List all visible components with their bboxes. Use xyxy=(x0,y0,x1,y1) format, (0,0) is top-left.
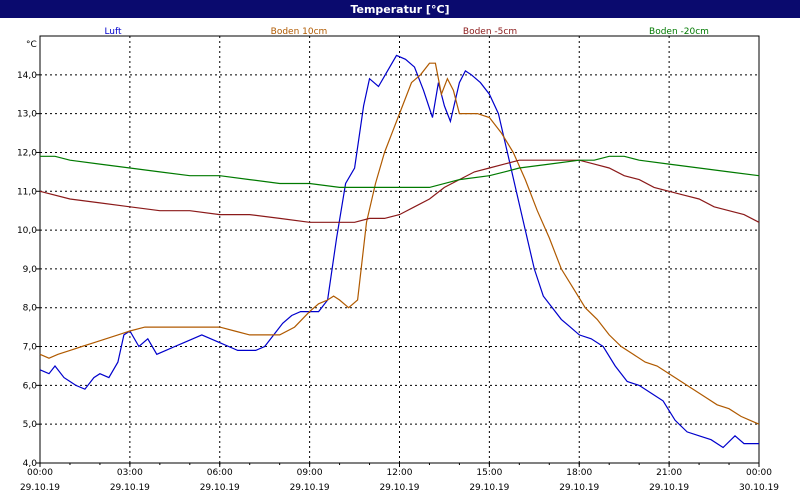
x-tick-date: 30.10.19 xyxy=(739,483,779,493)
series-line-boden-20cm xyxy=(40,155,760,188)
y-tick-label: 7,0 xyxy=(23,343,38,353)
x-tick-date: 29.10.19 xyxy=(559,483,599,493)
series-lines xyxy=(39,54,760,449)
x-tick-time: 06:00 xyxy=(207,468,233,478)
x-tick-time: 00:00 xyxy=(746,468,772,478)
legend-item: Boden 10cm xyxy=(271,27,328,37)
y-tick-label: 9,0 xyxy=(23,265,38,275)
temperature-chart: 4,0 5,0 6,0 7,0 8,0 9,0 10,0 11,0 12,0 13,0 14,0 00… xyxy=(17,27,779,493)
y-tick-label: 12,0 xyxy=(17,148,37,158)
legend-item: Boden -5cm xyxy=(463,27,517,37)
x-tick-date: 29.10.19 xyxy=(20,483,60,493)
y-tick-label: 11,0 xyxy=(17,187,37,197)
x-tick-date: 29.10.19 xyxy=(200,483,240,493)
x-tick-time: 12:00 xyxy=(387,468,413,478)
chart-title-bar: Temperatur [°C] xyxy=(0,0,800,18)
x-tick-date: 29.10.19 xyxy=(290,483,330,493)
series-line-luft xyxy=(39,54,759,449)
y-axis-unit: °C xyxy=(26,40,37,50)
plot-border xyxy=(39,35,760,464)
y-tick-label: 5,0 xyxy=(23,420,38,430)
x-tick-time: 18:00 xyxy=(566,468,592,478)
x-tick-date: 29.10.19 xyxy=(469,483,509,493)
chart-title: Temperatur [°C] xyxy=(350,2,450,16)
axes: 4,0 5,0 6,0 7,0 8,0 9,0 10,0 11,0 12,0 13,0 14,0 00… xyxy=(17,35,779,493)
x-tick-time: 21:00 xyxy=(656,468,682,478)
y-tick-label: 10,0 xyxy=(17,226,37,236)
y-tick-label: 6,0 xyxy=(23,381,38,391)
x-tick-time: 09:00 xyxy=(297,468,323,478)
legend-item: Boden -20cm xyxy=(649,27,709,37)
x-tick-date: 29.10.19 xyxy=(110,483,150,493)
legend: Luft Boden 10cm Boden -5cm Boden -20cm xyxy=(104,27,709,37)
x-tick-date: 29.10.19 xyxy=(649,483,689,493)
legend-item: Luft xyxy=(104,27,122,37)
y-tick-label: 4,0 xyxy=(23,459,38,469)
series-line-boden-10cm xyxy=(39,62,760,425)
y-tick-label: 13,0 xyxy=(17,110,37,120)
series-line-boden-5cm xyxy=(39,159,760,223)
x-tick-time: 00:00 xyxy=(27,468,53,478)
grid-lines xyxy=(39,36,760,464)
y-tick-label: 14,0 xyxy=(17,71,37,81)
y-tick-label: 8,0 xyxy=(23,304,38,314)
x-tick-time: 03:00 xyxy=(117,468,143,478)
x-tick-date: 29.10.19 xyxy=(379,483,419,493)
x-tick-time: 15:00 xyxy=(476,468,502,478)
